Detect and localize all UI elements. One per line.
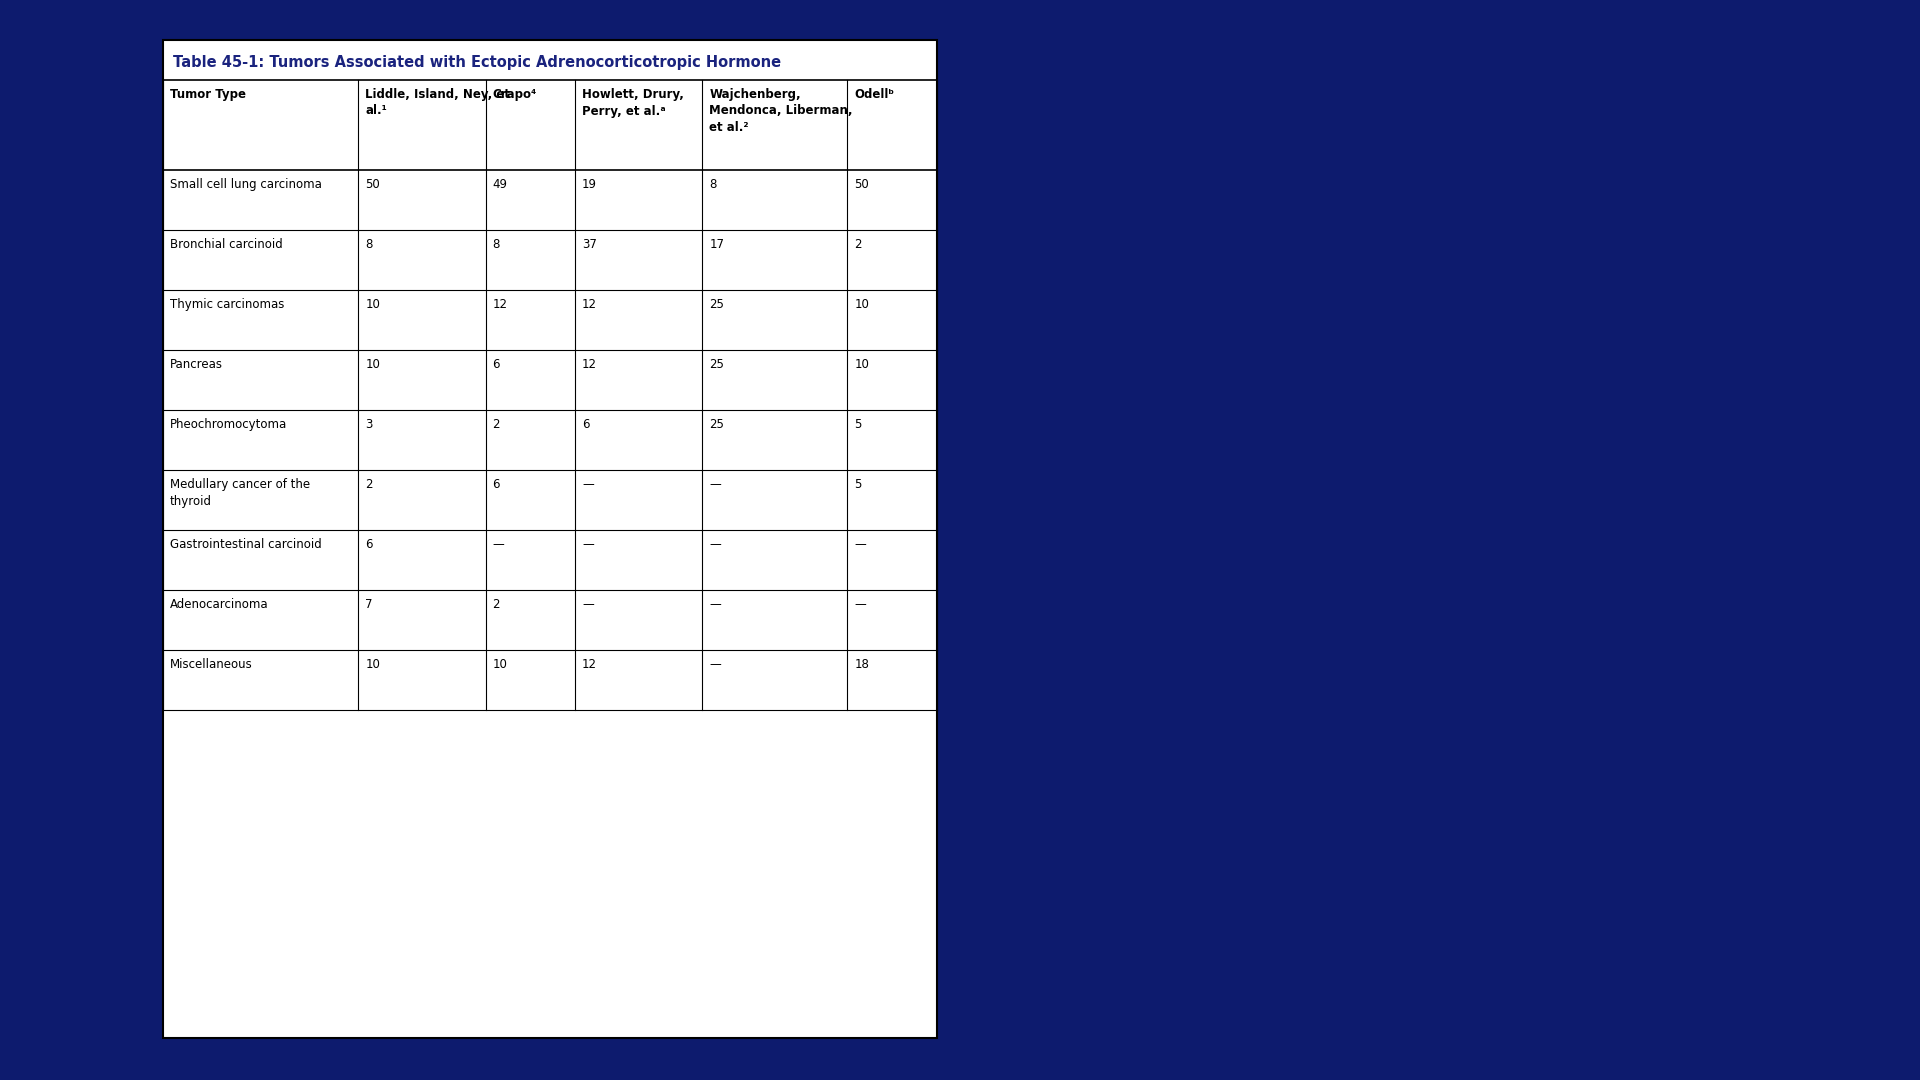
- Text: Small cell lung carcinoma: Small cell lung carcinoma: [171, 178, 323, 191]
- Text: Thymic carcinomas: Thymic carcinomas: [171, 298, 284, 311]
- Text: Wajchenberg,
Mendonca, Liberman,
et al.²: Wajchenberg, Mendonca, Liberman, et al.²: [710, 87, 852, 134]
- Text: 10: 10: [493, 658, 507, 671]
- Text: —: —: [582, 538, 593, 551]
- Text: 25: 25: [710, 357, 724, 372]
- Text: 10: 10: [365, 658, 380, 671]
- Text: 25: 25: [710, 298, 724, 311]
- Text: 12: 12: [582, 658, 597, 671]
- Text: 17: 17: [710, 238, 724, 251]
- Text: —: —: [710, 478, 722, 491]
- Text: 25: 25: [710, 418, 724, 431]
- Text: 5: 5: [854, 478, 862, 491]
- Text: 6: 6: [365, 538, 372, 551]
- Text: Pancreas: Pancreas: [171, 357, 223, 372]
- Text: 10: 10: [365, 298, 380, 311]
- Text: 8: 8: [365, 238, 372, 251]
- Text: —: —: [854, 598, 866, 611]
- Text: 2: 2: [493, 598, 499, 611]
- Text: Pheochromocytoma: Pheochromocytoma: [171, 418, 288, 431]
- Text: —: —: [854, 538, 866, 551]
- Text: 3: 3: [365, 418, 372, 431]
- Text: Miscellaneous: Miscellaneous: [171, 658, 253, 671]
- Text: 12: 12: [493, 298, 507, 311]
- Text: 8: 8: [710, 178, 716, 191]
- Text: Bronchial carcinoid: Bronchial carcinoid: [171, 238, 282, 251]
- Text: 7: 7: [365, 598, 372, 611]
- Text: —: —: [582, 598, 593, 611]
- Text: —: —: [710, 598, 722, 611]
- Text: Gastrointestinal carcinoid: Gastrointestinal carcinoid: [171, 538, 323, 551]
- Text: Table 45-1: Tumors Associated with Ectopic Adrenocorticotropic Hormone: Table 45-1: Tumors Associated with Ectop…: [173, 54, 781, 69]
- Text: 50: 50: [365, 178, 380, 191]
- Text: 49: 49: [493, 178, 507, 191]
- Text: 37: 37: [582, 238, 597, 251]
- Text: Odellᵇ: Odellᵇ: [854, 87, 895, 102]
- Text: 10: 10: [854, 298, 870, 311]
- Text: 6: 6: [493, 357, 499, 372]
- Text: Medullary cancer of the
thyroid: Medullary cancer of the thyroid: [171, 478, 311, 508]
- Text: 12: 12: [582, 298, 597, 311]
- Text: 18: 18: [854, 658, 870, 671]
- Text: —: —: [582, 478, 593, 491]
- Text: 2: 2: [365, 478, 372, 491]
- Text: 12: 12: [582, 357, 597, 372]
- Text: 50: 50: [854, 178, 870, 191]
- Text: 2: 2: [854, 238, 862, 251]
- Text: —: —: [493, 538, 505, 551]
- Text: 8: 8: [493, 238, 499, 251]
- Text: 6: 6: [582, 418, 589, 431]
- Text: 5: 5: [854, 418, 862, 431]
- Text: —: —: [710, 658, 722, 671]
- Text: 6: 6: [493, 478, 499, 491]
- Text: Tumor Type: Tumor Type: [171, 87, 246, 102]
- Text: 2: 2: [493, 418, 499, 431]
- Text: 10: 10: [365, 357, 380, 372]
- Text: 10: 10: [854, 357, 870, 372]
- Bar: [163, 40, 937, 1038]
- Text: Adenocarcinoma: Adenocarcinoma: [171, 598, 269, 611]
- Text: 19: 19: [582, 178, 597, 191]
- Text: Crapo⁴: Crapo⁴: [493, 87, 538, 102]
- Text: Howlett, Drury,
Perry, et al.ᵃ: Howlett, Drury, Perry, et al.ᵃ: [582, 87, 684, 118]
- Text: Liddle, Island, Ney, et
al.¹: Liddle, Island, Ney, et al.¹: [365, 87, 511, 118]
- Text: —: —: [710, 538, 722, 551]
